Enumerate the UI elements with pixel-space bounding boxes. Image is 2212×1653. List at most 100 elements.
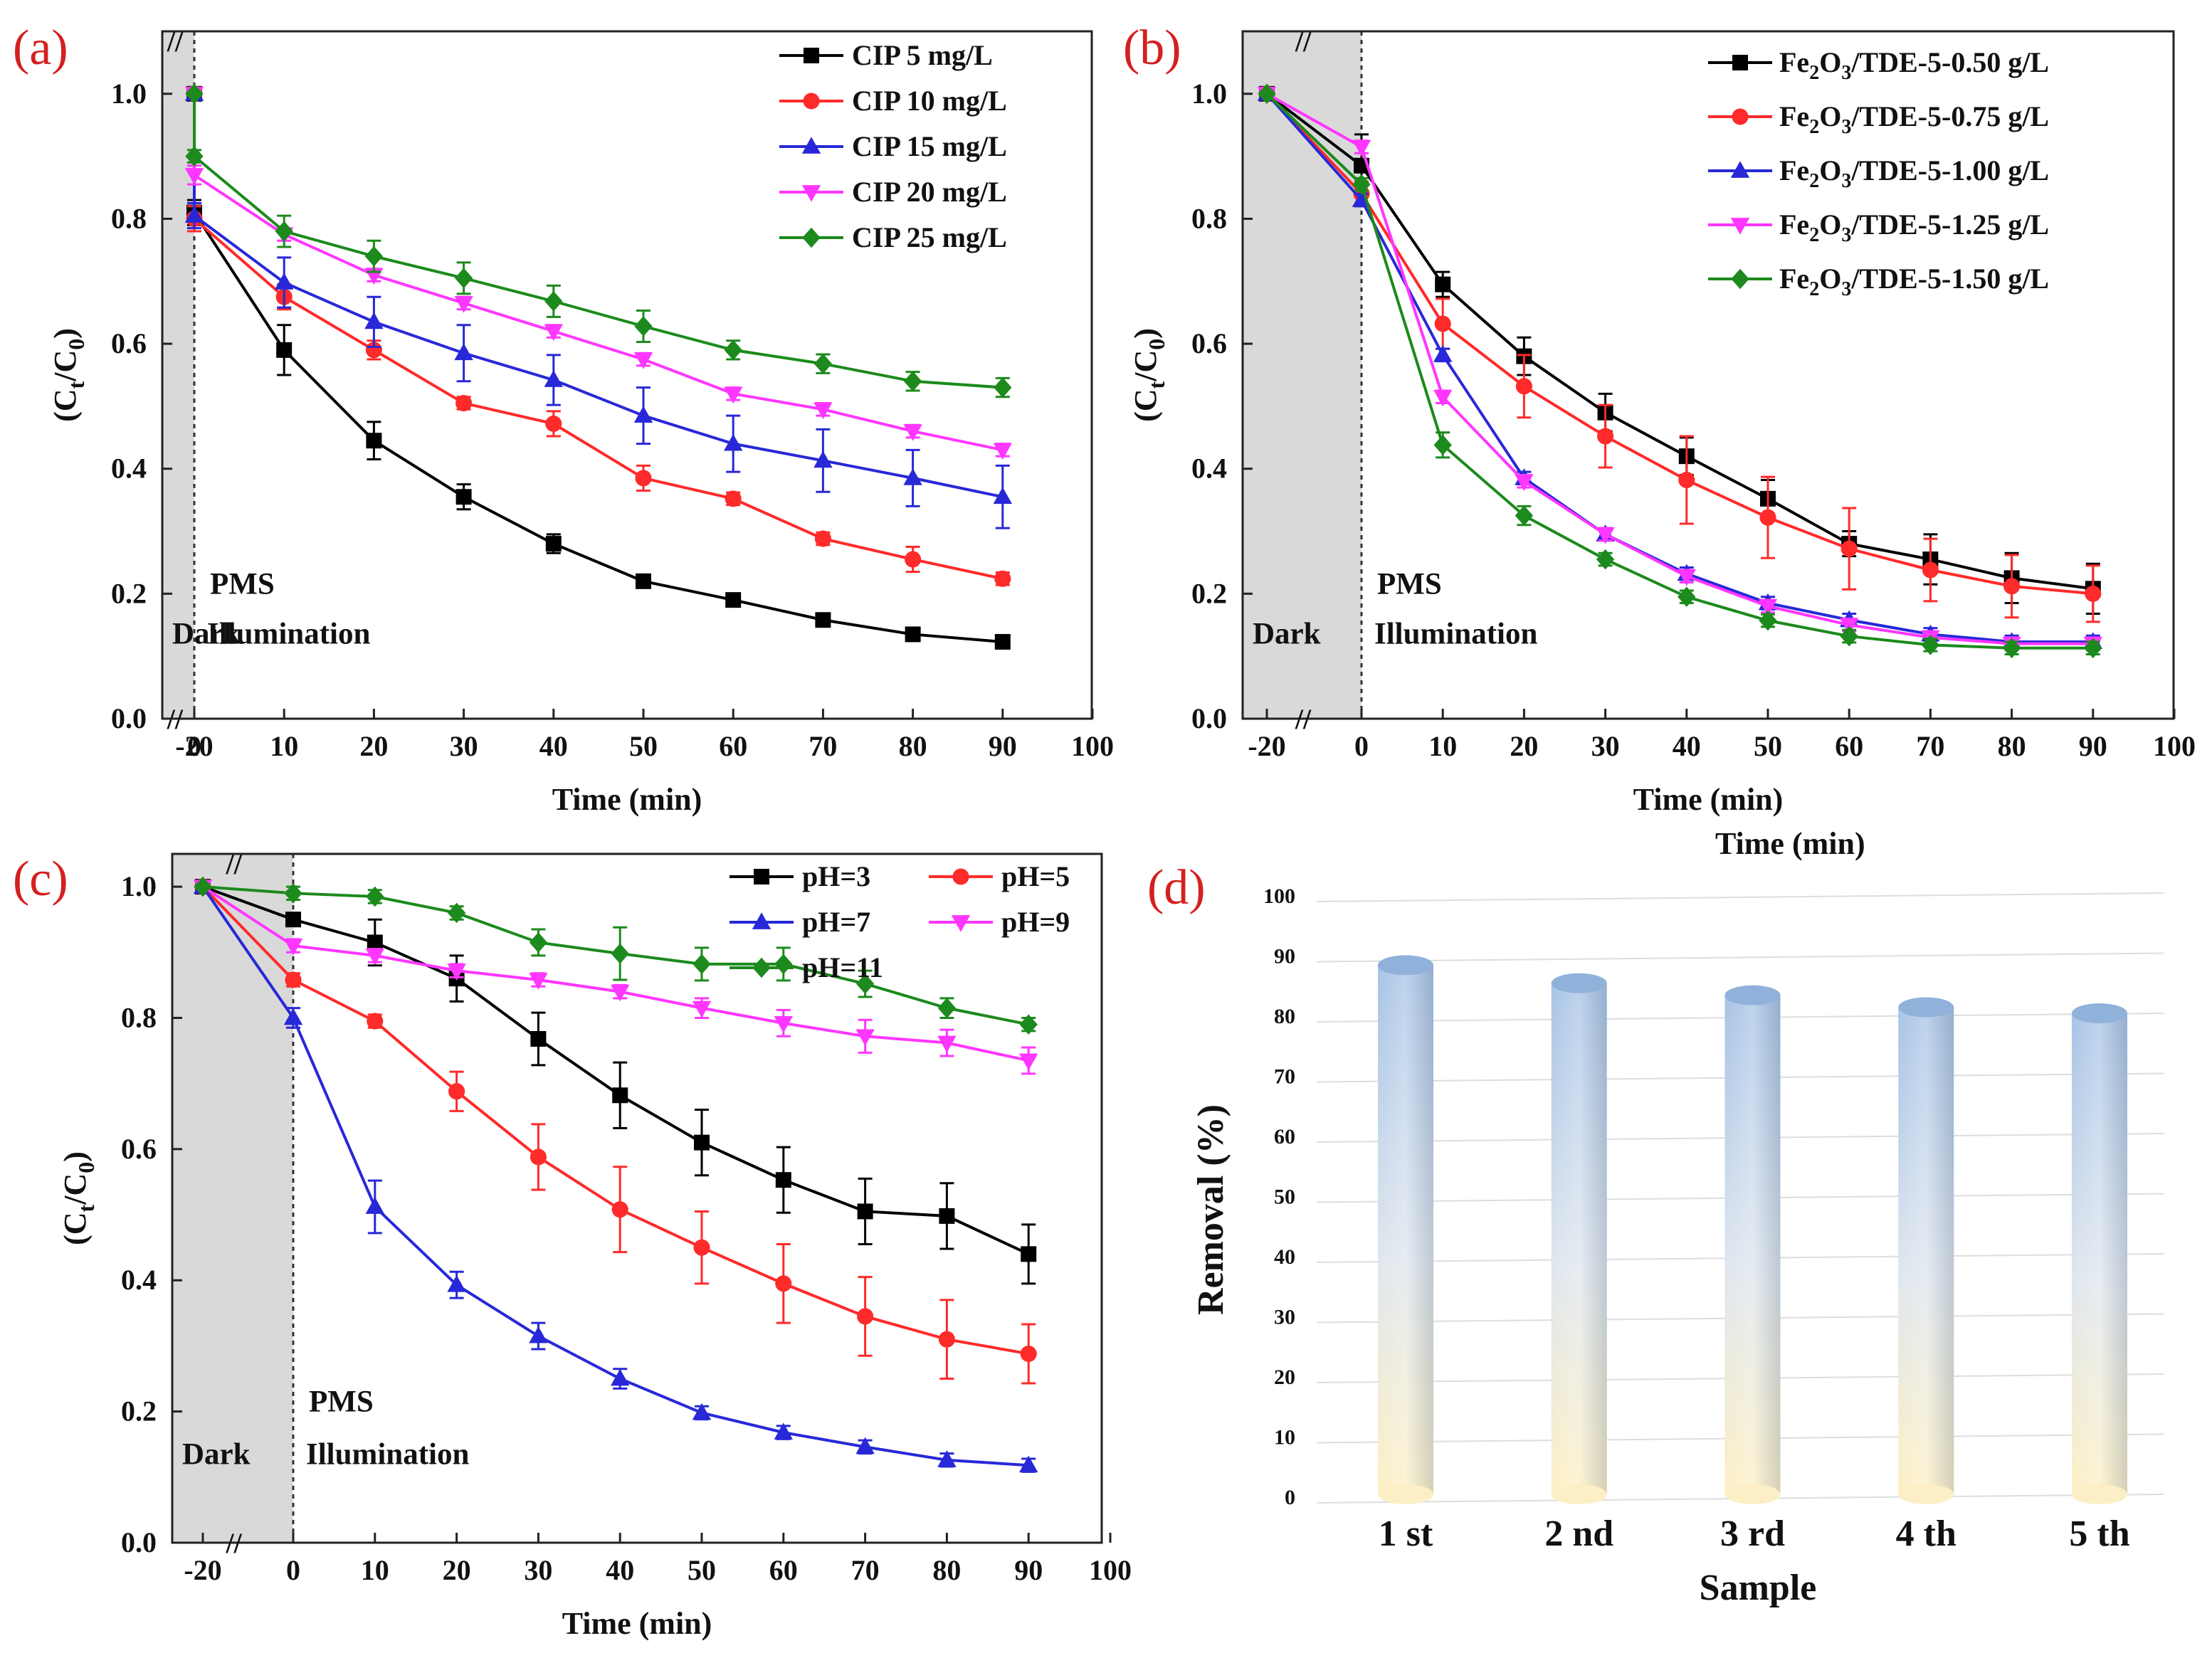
data-point bbox=[1677, 569, 1696, 586]
y-tick-label: 80 bbox=[1274, 1005, 1295, 1028]
panel-d: (d) Time (min) 0 10 20 30 40 50 60 70 80 90 100 Remov… bbox=[1147, 826, 2164, 1608]
legend-marker bbox=[1732, 108, 1749, 125]
x-tick-label: 70 bbox=[851, 1554, 880, 1586]
data-point bbox=[1596, 527, 1615, 544]
data-point bbox=[529, 973, 548, 990]
data-point bbox=[774, 1015, 793, 1033]
y-axis-label-part: (C bbox=[1128, 389, 1163, 421]
legend-item: pH=7 bbox=[730, 906, 870, 938]
bar-base bbox=[2072, 1484, 2127, 1504]
x-tick-label: 3 rd bbox=[1720, 1514, 1785, 1554]
y-axis-label-part: ) bbox=[58, 1151, 93, 1162]
data-point bbox=[1020, 1345, 1037, 1363]
x-tick-label: 30 bbox=[1591, 730, 1620, 762]
y-tick-label: 20 bbox=[1274, 1366, 1295, 1389]
y-axis-label-part: /C bbox=[58, 1173, 93, 1205]
data-point bbox=[366, 886, 384, 907]
x-tick-label: 90 bbox=[2079, 730, 2107, 762]
legend-label: Fe2O3/TDE-5-0.50 g/L bbox=[1779, 46, 2049, 84]
axis-break-bottom: // bbox=[226, 1527, 243, 1559]
legend-item: Fe2O3/TDE-5-1.25 g/L bbox=[1708, 208, 2049, 246]
data-point bbox=[775, 1275, 792, 1292]
x-tick-label: 20 bbox=[443, 1554, 471, 1586]
data-point bbox=[447, 902, 466, 924]
data-point bbox=[635, 470, 652, 487]
legend-label-part: 2 bbox=[1809, 224, 1819, 246]
data-point bbox=[285, 971, 302, 988]
data-point bbox=[636, 573, 651, 589]
legend-marker bbox=[801, 137, 821, 154]
panel-c: (c) // // 0.0 0.2 0.4 0.6 0.8 1.0 -20 0 10 20 30 40 50 6… bbox=[13, 848, 1132, 1641]
data-point bbox=[1515, 378, 1532, 395]
dark-region bbox=[162, 31, 194, 719]
data-point bbox=[694, 1134, 710, 1151]
legend-item: pH=9 bbox=[929, 906, 1070, 938]
data-point bbox=[1433, 345, 1453, 362]
axis-break-top: // bbox=[167, 26, 184, 58]
data-point bbox=[724, 386, 743, 404]
x-tick-label: 10 bbox=[361, 1554, 389, 1586]
legend-label-part: O bbox=[1819, 263, 1841, 295]
series-ph-9 bbox=[193, 880, 1038, 1075]
data-point bbox=[905, 626, 921, 643]
legend-label-part: Fe bbox=[1779, 208, 1809, 241]
data-point bbox=[364, 245, 384, 267]
legend-label-part: Fe bbox=[1779, 46, 1809, 78]
pms-label: PMS bbox=[309, 1385, 374, 1419]
data-point bbox=[1258, 83, 1276, 105]
data-point bbox=[1021, 1246, 1037, 1262]
bar-shade bbox=[1551, 983, 1607, 1494]
bar-shade bbox=[1724, 995, 1781, 1494]
legend-item: CIP 5 mg/L bbox=[779, 39, 993, 71]
data-point bbox=[276, 342, 293, 358]
data-point bbox=[1597, 428, 1614, 445]
data-point bbox=[366, 433, 382, 449]
dark-label: Dark bbox=[172, 618, 241, 651]
bar-base bbox=[1378, 1484, 1433, 1504]
axis-break-top: // bbox=[1295, 26, 1312, 58]
legend-item: CIP 20 mg/L bbox=[779, 176, 1007, 208]
data-point bbox=[937, 1450, 957, 1467]
legend-label: pH=9 bbox=[1001, 906, 1070, 938]
x-tick-label: 30 bbox=[524, 1554, 552, 1586]
data-point bbox=[1515, 474, 1534, 492]
x-tick-label: -20 bbox=[175, 730, 213, 762]
bar bbox=[1551, 973, 1607, 1504]
x-tick-label: 10 bbox=[1428, 730, 1457, 762]
data-point bbox=[454, 343, 473, 361]
data-point bbox=[634, 316, 653, 337]
grid-line bbox=[1316, 892, 2164, 902]
y-axis-label: (Ct/C0) bbox=[1128, 328, 1169, 422]
bar-top bbox=[1378, 955, 1433, 976]
series-ph-7 bbox=[193, 877, 1038, 1473]
data-point bbox=[1678, 586, 1696, 608]
data-point bbox=[775, 1172, 791, 1188]
legend-label-part: O bbox=[1819, 46, 1841, 78]
legend-label-part: O bbox=[1819, 154, 1841, 186]
legend-label-part: /TDE-5-1.50 g/L bbox=[1850, 263, 2049, 295]
plot-frame bbox=[1241, 30, 2175, 720]
y-axis-label-part: t bbox=[63, 381, 89, 389]
x-tick-label: 70 bbox=[809, 730, 837, 762]
x-tick-label: 5 th bbox=[2069, 1514, 2129, 1554]
legend-item: Fe2O3/TDE-5-0.50 g/L bbox=[1708, 46, 2049, 84]
legend-item: Fe2O3/TDE-5-1.00 g/L bbox=[1708, 154, 2049, 192]
bar-top bbox=[1551, 973, 1607, 993]
data-point bbox=[530, 1030, 547, 1047]
y-axis-label-part: 0 bbox=[73, 1162, 99, 1173]
data-point bbox=[1435, 276, 1451, 292]
legend-label-part: 2 bbox=[1809, 278, 1819, 300]
data-point bbox=[1678, 471, 1695, 489]
x-axis-label: Time (min) bbox=[552, 782, 702, 817]
series-cip-5-mg-l bbox=[186, 85, 1011, 650]
bar-base bbox=[1551, 1484, 1607, 1504]
data-point bbox=[529, 932, 548, 953]
y-axis-label-part: /C bbox=[48, 350, 83, 382]
series-ph-11 bbox=[194, 876, 1038, 1035]
data-point bbox=[185, 146, 204, 167]
data-point bbox=[184, 168, 204, 185]
legend-label-part: /TDE-5-0.50 g/L bbox=[1850, 46, 2049, 78]
data-point bbox=[2002, 638, 2021, 659]
data-point bbox=[724, 433, 743, 451]
data-point bbox=[275, 221, 293, 242]
